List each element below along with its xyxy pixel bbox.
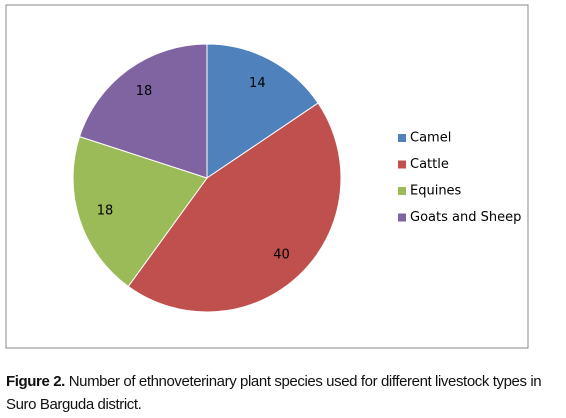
pie-slice (78, 43, 208, 179)
legend-swatch (398, 134, 406, 142)
caption-label: Figure 2. (6, 373, 65, 390)
legend-swatch (398, 160, 406, 169)
figure-caption: Figure 2. Number of ethnoveterinary plan… (6, 370, 562, 416)
pie-slice (206, 43, 319, 179)
legend-label: Goats and Sheep (410, 210, 521, 225)
chart: 14 40 18 18 Camel Cattle Equines Goats and Shee… (5, 4, 529, 349)
data-label: 18 (97, 204, 114, 219)
legend-label: Cattle (410, 157, 449, 172)
data-label: 14 (249, 76, 266, 91)
legend-label: Camel (410, 131, 451, 146)
legend-label: Equines (410, 184, 462, 199)
legend-swatch (398, 187, 406, 195)
data-label: 40 (273, 248, 290, 263)
legend-swatch (398, 213, 406, 222)
caption-text: Number of ethnoveterinary plant species … (6, 373, 542, 413)
data-label: 18 (136, 84, 153, 99)
pie-slice (127, 102, 342, 313)
pie-slice (72, 135, 208, 288)
